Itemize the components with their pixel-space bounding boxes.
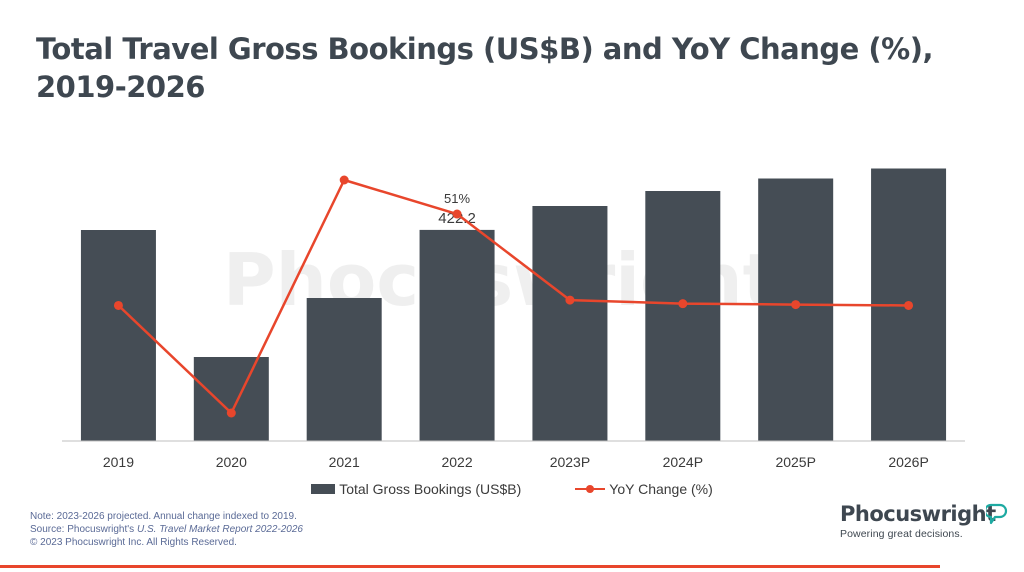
yoy-point-2023P	[565, 295, 575, 305]
yoy-point-2022	[452, 209, 462, 219]
yoy-line	[117, 178, 909, 415]
legend-swatch-bar	[311, 484, 336, 494]
bar-2025P	[758, 178, 834, 441]
yoy-point-2019	[113, 300, 123, 310]
legend-swatch-line	[575, 483, 606, 495]
speech-bubble-icon	[986, 503, 1008, 525]
x-tick-label: 2025P	[775, 454, 815, 470]
source-line: Source: Phocuswright's U.S. Travel Marke…	[30, 524, 303, 535]
yoy-data-label: 51%	[444, 191, 470, 206]
brand-tagline: Powering great decisions.	[840, 528, 963, 540]
x-tick-label: 2021	[329, 454, 360, 470]
bar-2024P	[645, 191, 721, 441]
x-tick-label: 2023P	[550, 454, 590, 470]
bar-2023P	[532, 206, 608, 441]
yoy-point-2026P	[904, 300, 914, 310]
x-tick-label: 2019	[103, 454, 134, 470]
note-line: Note: 2023-2026 projected. Annual change…	[30, 511, 297, 522]
x-tick-label: 2024P	[663, 454, 703, 470]
source-title: U.S. Travel Market Report 2022-2026	[136, 524, 303, 535]
bar-2019	[80, 230, 156, 441]
footnotes: Note: 2023-2026 projected. Annual change…	[30, 510, 303, 549]
chart-area: Phocuswright2019202020212022422.22023P20…	[62, 168, 965, 470]
yoy-point-2024P	[678, 299, 688, 309]
legend-label-bookings: Total Gross Bookings (US$B)	[339, 481, 522, 497]
x-tick-label: 2026P	[888, 454, 928, 470]
bar-2022	[419, 229, 495, 441]
yoy-point-2020	[226, 408, 236, 418]
legend-label-yoy: YoY Change (%)	[609, 481, 713, 497]
brand-logo: Phocuswright Powering great decisions.	[840, 502, 1010, 540]
brand-name: Phocuswright	[840, 502, 996, 526]
footer-rule	[0, 565, 940, 568]
yoy-point-2021	[339, 175, 349, 185]
chart-title: Total Travel Gross Bookings (US$B) and Y…	[36, 32, 933, 104]
legend-item-bookings: Total Gross Bookings (US$B)	[311, 481, 521, 497]
yoy-point-2025P	[791, 300, 801, 310]
bar-2021	[306, 298, 382, 441]
legend: Total Gross Bookings (US$B) YoY Change (…	[0, 481, 1024, 497]
bar-2020	[193, 357, 269, 441]
x-tick-label: 2020	[216, 454, 247, 470]
copyright-line: © 2023 Phocuswright Inc. All Rights Rese…	[30, 537, 237, 548]
legend-item-yoy: YoY Change (%)	[575, 481, 713, 497]
x-tick-label: 2022	[441, 454, 472, 470]
